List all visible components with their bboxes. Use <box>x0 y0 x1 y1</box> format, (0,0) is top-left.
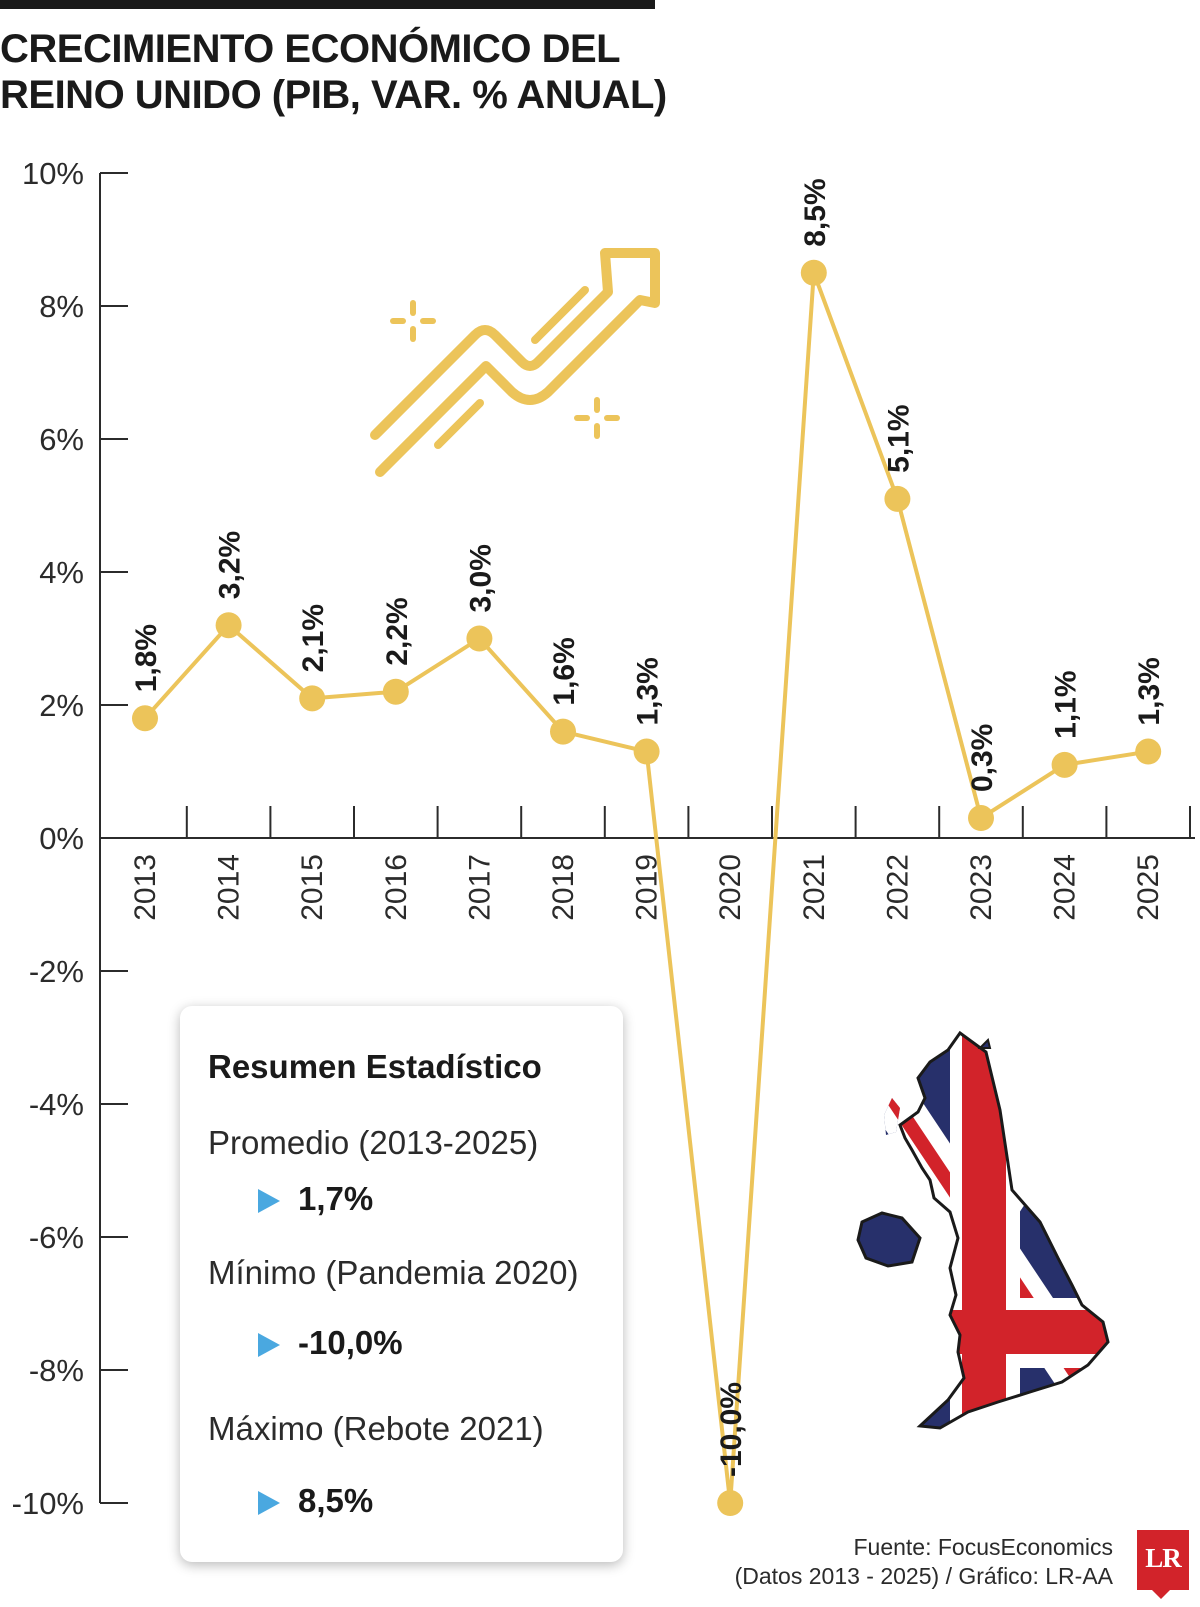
summary-average-item: 1,7% <box>258 1180 373 1218</box>
summary-title: Resumen Estadístico <box>208 1048 542 1085</box>
data-label: 1,3% <box>632 657 665 725</box>
chart-title-line-1: CRECIMIENTO ECONÓMICO DEL <box>0 27 621 71</box>
top-rule <box>0 0 655 9</box>
summary-card: Resumen Estadístico Promedio (2013-2025)… <box>180 1006 623 1562</box>
summary-average-value: 1,7% <box>298 1180 374 1217</box>
x-tick-label: 2013 <box>129 854 162 921</box>
x-tick-label: 2024 <box>1049 854 1082 921</box>
x-tick-label: 2017 <box>463 854 496 921</box>
data-label: 1,3% <box>1133 657 1166 725</box>
data-label: 3,2% <box>214 531 247 599</box>
summary-maximum-item: 8,5% <box>258 1482 373 1520</box>
y-tick-label: 2% <box>39 688 84 723</box>
data-label: 2,1% <box>297 604 330 672</box>
x-tick-label: 2025 <box>1132 854 1165 921</box>
data-label: 1,1% <box>1050 670 1083 738</box>
y-tick-label: 8% <box>39 289 84 324</box>
data-label: 2,2% <box>381 597 414 665</box>
x-tick-label: 2014 <box>213 854 246 921</box>
data-point <box>1135 738 1162 765</box>
y-tick-label: -8% <box>29 1353 84 1388</box>
y-tick-label: 0% <box>39 821 84 856</box>
y-tick-label: 10% <box>22 156 84 191</box>
x-tick-label: 2018 <box>547 854 580 921</box>
chart-series: 1,8% 3,2% 2,1% 2,2% 3,0% 1,6% 1,3% -10,0% 8,5% 5,… <box>130 178 1166 1516</box>
data-label: 0,3% <box>966 724 999 792</box>
summary-maximum-label: Máximo (Rebote 2021) <box>208 1410 544 1447</box>
data-point <box>466 625 493 652</box>
summary-minimum-label: Mínimo (Pandemia 2020) <box>208 1254 579 1291</box>
growth-arrow-icon <box>370 248 660 477</box>
y-tick-label: 6% <box>39 422 84 457</box>
summary-maximum-value: 8,5% <box>298 1482 374 1519</box>
data-point <box>1051 751 1078 778</box>
play-triangle-icon <box>258 1189 280 1213</box>
x-tick-label: 2015 <box>296 854 329 921</box>
x-tick-label: 2016 <box>380 854 413 921</box>
data-point <box>968 805 994 832</box>
data-point <box>132 705 158 732</box>
summary-average-label: Promedio (2013-2025) <box>208 1124 539 1161</box>
data-label: 1,6% <box>548 637 581 705</box>
x-tick-label: 2022 <box>881 854 914 921</box>
data-point <box>299 685 326 712</box>
play-triangle-icon <box>258 1333 280 1357</box>
data-point <box>800 259 827 286</box>
chart-title-line-2: REINO UNIDO (PIB, VAR. % ANUAL) <box>0 73 667 117</box>
lr-logo: LR <box>1137 1530 1189 1599</box>
sparkle-icon <box>574 397 620 439</box>
source-line-2: (Datos 2013 - 2025) / Gráfico: LR-AA <box>734 1563 1113 1589</box>
summary-minimum-value: -10,0% <box>298 1324 403 1361</box>
y-tick-label: -10% <box>12 1486 84 1521</box>
x-tick-label: 2023 <box>965 854 998 921</box>
data-point <box>717 1490 744 1516</box>
uk-flag-map-icon <box>856 1030 1110 1430</box>
summary-minimum-item: -10,0% <box>258 1324 403 1362</box>
data-label: 3,0% <box>464 544 497 612</box>
data-point <box>633 738 660 765</box>
play-triangle-icon <box>258 1491 280 1515</box>
sparkle-icon <box>390 300 436 342</box>
data-label: 1,8% <box>130 624 163 692</box>
y-tick-label: -2% <box>29 954 84 989</box>
y-tick-label: 4% <box>39 555 84 590</box>
data-label: 5,1% <box>882 404 915 472</box>
x-tick-label: 2021 <box>798 854 831 921</box>
chart-axes: 10% 8% 6% 4% 2% 0% -2% -4% -6% -8% -10% 2013 2014 201… <box>12 156 1195 1521</box>
source-note: Fuente: FocusEconomics (Datos 2013 - 202… <box>735 1533 1113 1591</box>
data-point <box>550 718 576 745</box>
data-point <box>382 678 409 705</box>
source-line-1: Fuente: FocusEconomics <box>853 1534 1113 1560</box>
y-tick-label: -6% <box>29 1220 84 1255</box>
y-tick-label: -4% <box>29 1087 84 1122</box>
data-point <box>884 485 911 512</box>
data-label: 8,5% <box>799 178 832 246</box>
data-label: -10,0% <box>715 1382 748 1477</box>
x-tick-label: 2020 <box>714 854 747 921</box>
data-point <box>215 612 242 639</box>
